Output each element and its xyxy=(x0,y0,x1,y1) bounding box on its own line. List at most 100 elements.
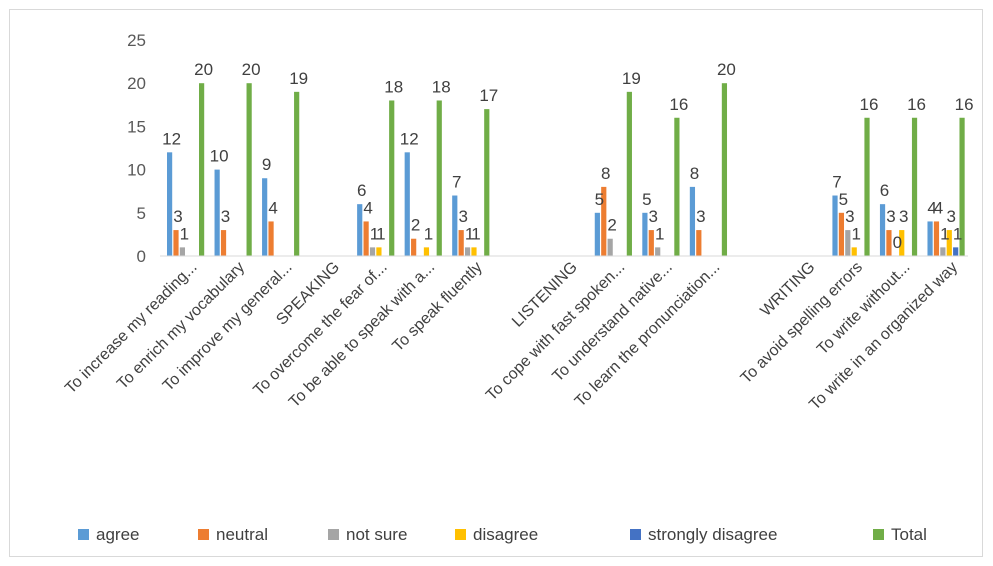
data-label: 16 xyxy=(860,95,879,114)
bar-disagree xyxy=(471,247,477,256)
bar-neutral xyxy=(173,230,179,256)
chart-frame xyxy=(9,9,983,557)
bar-total xyxy=(484,109,490,257)
data-label: 3 xyxy=(886,207,895,226)
x-axis: To increase my reading...To enrich my vo… xyxy=(62,255,968,414)
data-label: 18 xyxy=(432,77,451,96)
data-label: 20 xyxy=(194,60,213,79)
legend-label: neutral xyxy=(216,525,268,544)
bar-agree xyxy=(167,152,173,256)
bar-total xyxy=(864,117,870,256)
y-tick-label: 20 xyxy=(127,74,146,93)
legend-swatch xyxy=(198,529,209,540)
data-label: 1 xyxy=(424,224,433,243)
data-label: 16 xyxy=(955,95,974,114)
data-label: 7 xyxy=(452,173,461,192)
legend-label: disagree xyxy=(473,525,538,544)
bar-agree xyxy=(452,195,458,256)
bar-agree xyxy=(832,195,838,256)
bar-agree xyxy=(594,212,600,256)
legend-swatch xyxy=(455,529,466,540)
bar-disagree xyxy=(946,230,952,256)
y-tick-label: 10 xyxy=(127,161,146,180)
bar-strongly-disagree xyxy=(953,247,959,256)
data-label: 1 xyxy=(180,224,189,243)
data-label: 16 xyxy=(669,95,688,114)
data-label: 1 xyxy=(940,224,949,243)
y-tick-label: 15 xyxy=(127,117,146,136)
data-label: 4 xyxy=(927,198,936,217)
legend-label: not sure xyxy=(346,525,407,544)
data-label: 20 xyxy=(242,60,261,79)
legend-label: Total xyxy=(891,525,927,544)
data-label: 19 xyxy=(289,69,308,88)
data-label: 1 xyxy=(655,224,664,243)
bar-total xyxy=(246,83,252,256)
bar-total xyxy=(294,91,300,256)
bar-disagree xyxy=(899,230,905,256)
data-label: 4 xyxy=(268,198,277,217)
bar-neutral xyxy=(268,221,274,256)
data-label: 5 xyxy=(642,190,651,209)
data-label: 3 xyxy=(899,207,908,226)
bar-neutral xyxy=(458,230,464,256)
data-label: 3 xyxy=(173,207,182,226)
legend-label: strongly disagree xyxy=(648,525,777,544)
data-label: 6 xyxy=(880,181,889,200)
data-label: 1 xyxy=(370,224,379,243)
bar-total xyxy=(626,91,632,256)
bar-agree xyxy=(879,204,886,256)
data-label: 0 xyxy=(893,233,902,252)
y-tick-label: 25 xyxy=(127,31,146,50)
legend-swatch xyxy=(873,529,884,540)
bar-total xyxy=(199,83,205,256)
bar-neutral xyxy=(601,186,607,256)
bar-neutral xyxy=(886,230,892,256)
bar-disagree xyxy=(376,247,382,256)
data-label: 12 xyxy=(162,129,181,148)
data-label: 3 xyxy=(221,207,230,226)
bar-agree xyxy=(214,169,220,256)
data-label: 17 xyxy=(479,86,498,105)
bar-not-sure xyxy=(655,247,661,256)
bar-neutral xyxy=(411,238,417,256)
bar-total xyxy=(959,117,965,256)
bar-total xyxy=(721,83,728,256)
bar-not-sure xyxy=(179,247,185,256)
bar-agree xyxy=(927,221,933,256)
data-label: 9 xyxy=(262,155,271,174)
legend-label: agree xyxy=(96,525,139,544)
y-tick-label: 0 xyxy=(137,247,146,266)
bar-not-sure xyxy=(940,247,946,256)
data-label: 3 xyxy=(458,207,467,226)
data-label: 1 xyxy=(465,224,474,243)
bar-agree xyxy=(262,178,268,256)
bar-total xyxy=(911,117,918,256)
bar-not-sure xyxy=(845,230,851,256)
bar-neutral xyxy=(696,230,702,256)
legend-swatch xyxy=(78,529,89,540)
data-label: 4 xyxy=(363,198,372,217)
data-label: 8 xyxy=(690,164,699,183)
data-label: 18 xyxy=(384,77,403,96)
bar-agree xyxy=(357,204,363,256)
data-label: 2 xyxy=(411,216,420,235)
legend-swatch xyxy=(328,529,339,540)
data-label: 8 xyxy=(601,164,610,183)
data-label: 2 xyxy=(607,216,616,235)
data-label: 19 xyxy=(622,69,641,88)
bar-total xyxy=(389,100,395,256)
data-label: 12 xyxy=(400,129,419,148)
data-label: 3 xyxy=(947,207,956,226)
data-label: 20 xyxy=(717,60,736,79)
bar-neutral xyxy=(220,230,227,256)
bar-neutral xyxy=(838,212,845,256)
legend: agree neutral not sure disagree strongly dis… xyxy=(78,525,927,544)
bars xyxy=(167,83,965,257)
data-label: 10 xyxy=(210,147,229,166)
data-label: 7 xyxy=(832,173,841,192)
data-label: 6 xyxy=(357,181,366,200)
data-label: 4 xyxy=(934,198,943,217)
